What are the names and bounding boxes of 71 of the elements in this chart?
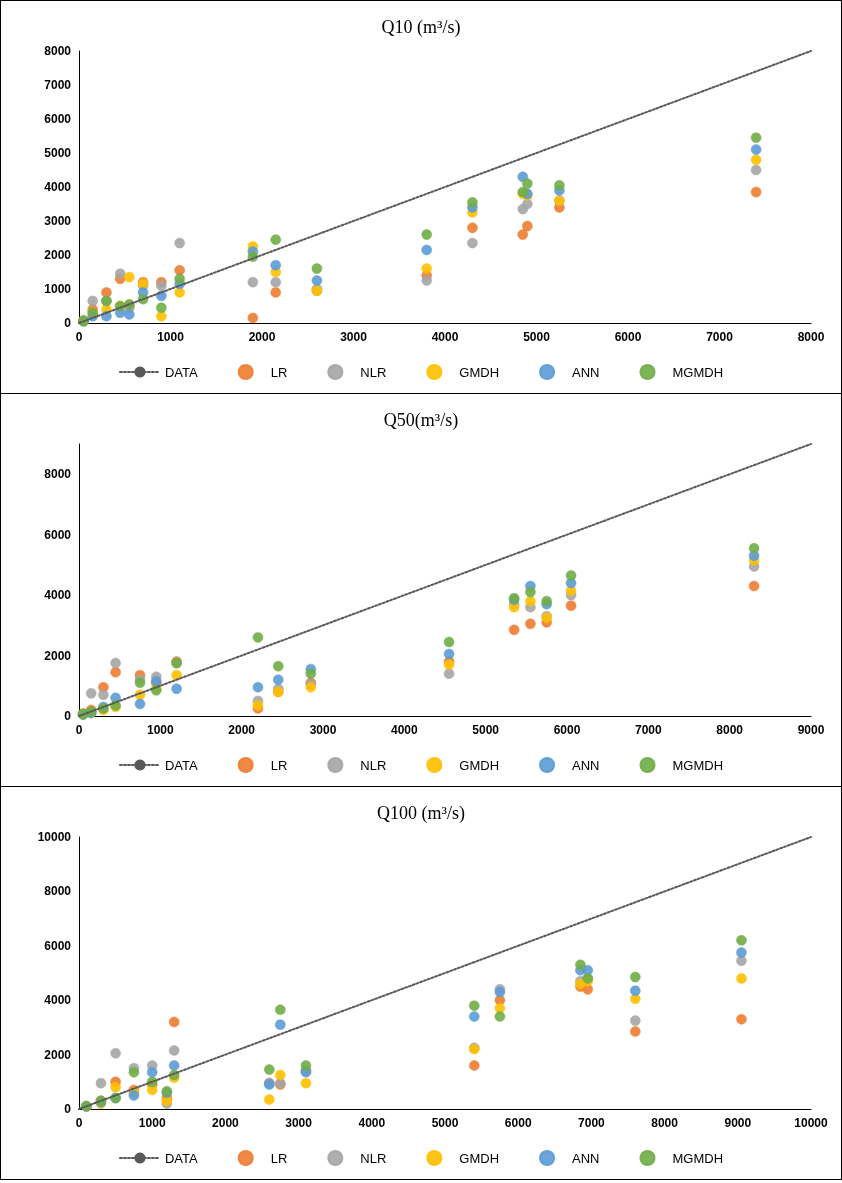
x-tick-label: 5000 bbox=[523, 330, 551, 344]
legend-label: ANN bbox=[572, 1150, 600, 1166]
y-tick-label: 8000 bbox=[44, 884, 72, 899]
legend-label: LR bbox=[270, 1150, 288, 1166]
legend-label: MGMDH bbox=[672, 1150, 724, 1166]
legend-label: GMDH bbox=[459, 364, 500, 380]
x-tick-label: 1000 bbox=[157, 330, 185, 344]
y-tick-label: 1000 bbox=[44, 282, 72, 296]
y-tick-label: 0 bbox=[64, 1102, 72, 1116]
y-tick-label: 8000 bbox=[44, 467, 72, 482]
x-tick-label: 4000 bbox=[358, 1116, 386, 1130]
legend-label: GMDH bbox=[459, 757, 500, 773]
y-tick-label: 0 bbox=[64, 316, 72, 330]
x-tick-label: 6000 bbox=[553, 723, 581, 737]
legend-label: ANN bbox=[572, 364, 600, 380]
y-tick-label: 3000 bbox=[44, 214, 72, 228]
legend-label: NLR bbox=[360, 757, 387, 773]
x-tick-label: 6000 bbox=[504, 1116, 532, 1130]
x-tick-label: 10000 bbox=[794, 1116, 829, 1130]
x-tick-label: 7000 bbox=[706, 330, 734, 344]
chart-title: Q50(m³/s) bbox=[383, 410, 459, 431]
y-tick-label: 7000 bbox=[44, 78, 72, 92]
legend-label: DATA bbox=[164, 364, 199, 380]
x-tick-label: 6000 bbox=[614, 330, 642, 344]
legend-label: MGMDH bbox=[672, 364, 724, 380]
legend-label: NLR bbox=[360, 364, 387, 380]
legend-label: DATA bbox=[164, 757, 199, 773]
chart-title: Q10 (m³/s) bbox=[381, 17, 461, 38]
x-tick-label: 8000 bbox=[651, 1116, 679, 1130]
y-tick-label: 4000 bbox=[44, 993, 72, 1008]
y-tick-label: 4000 bbox=[44, 588, 72, 603]
x-tick-label: 5000 bbox=[472, 723, 500, 737]
y-tick-label: 6000 bbox=[44, 527, 72, 542]
legend-label: NLR bbox=[360, 1150, 387, 1166]
y-tick-label: 6000 bbox=[44, 112, 72, 126]
x-tick-label: 1000 bbox=[138, 1116, 166, 1130]
x-tick-label: 0 bbox=[75, 330, 83, 344]
x-tick-label: 3000 bbox=[309, 723, 337, 737]
y-tick-label: 0 bbox=[64, 709, 72, 723]
x-tick-label: 1000 bbox=[146, 723, 174, 737]
x-tick-label: 4000 bbox=[390, 723, 418, 737]
chart-title: Q100 (m³/s) bbox=[377, 803, 465, 824]
legend-label: MGMDH bbox=[672, 757, 724, 773]
x-tick-label: 8000 bbox=[797, 330, 825, 344]
y-tick-label: 10000 bbox=[37, 830, 72, 844]
x-tick-label: 5000 bbox=[431, 1116, 459, 1130]
legend-label: GMDH bbox=[459, 1150, 500, 1166]
y-tick-label: 4000 bbox=[44, 180, 72, 194]
x-tick-label: 4000 bbox=[431, 330, 459, 344]
y-tick-label: 2000 bbox=[44, 648, 72, 663]
x-tick-label: 0 bbox=[75, 1116, 83, 1130]
x-tick-label: 8000 bbox=[716, 723, 744, 737]
legend-label: DATA bbox=[164, 1150, 199, 1166]
y-tick-label: 5000 bbox=[44, 146, 72, 160]
x-tick-label: 2000 bbox=[228, 723, 256, 737]
y-tick-label: 8000 bbox=[44, 44, 72, 58]
x-tick-label: 7000 bbox=[578, 1116, 606, 1130]
x-tick-label: 0 bbox=[75, 723, 83, 737]
x-tick-label: 7000 bbox=[634, 723, 662, 737]
legend-label: ANN bbox=[572, 757, 600, 773]
x-tick-label: 2000 bbox=[248, 330, 276, 344]
legend-label: LR bbox=[270, 757, 288, 773]
legend-label: LR bbox=[270, 364, 288, 380]
y-tick-label: 2000 bbox=[44, 1047, 72, 1062]
x-tick-label: 3000 bbox=[285, 1116, 313, 1130]
x-tick-label: 9000 bbox=[724, 1116, 752, 1130]
y-tick-label: 6000 bbox=[44, 938, 72, 953]
y-tick-label: 2000 bbox=[44, 248, 72, 262]
x-tick-label: 9000 bbox=[797, 723, 825, 737]
x-tick-label: 2000 bbox=[212, 1116, 240, 1130]
x-tick-label: 3000 bbox=[340, 330, 368, 344]
